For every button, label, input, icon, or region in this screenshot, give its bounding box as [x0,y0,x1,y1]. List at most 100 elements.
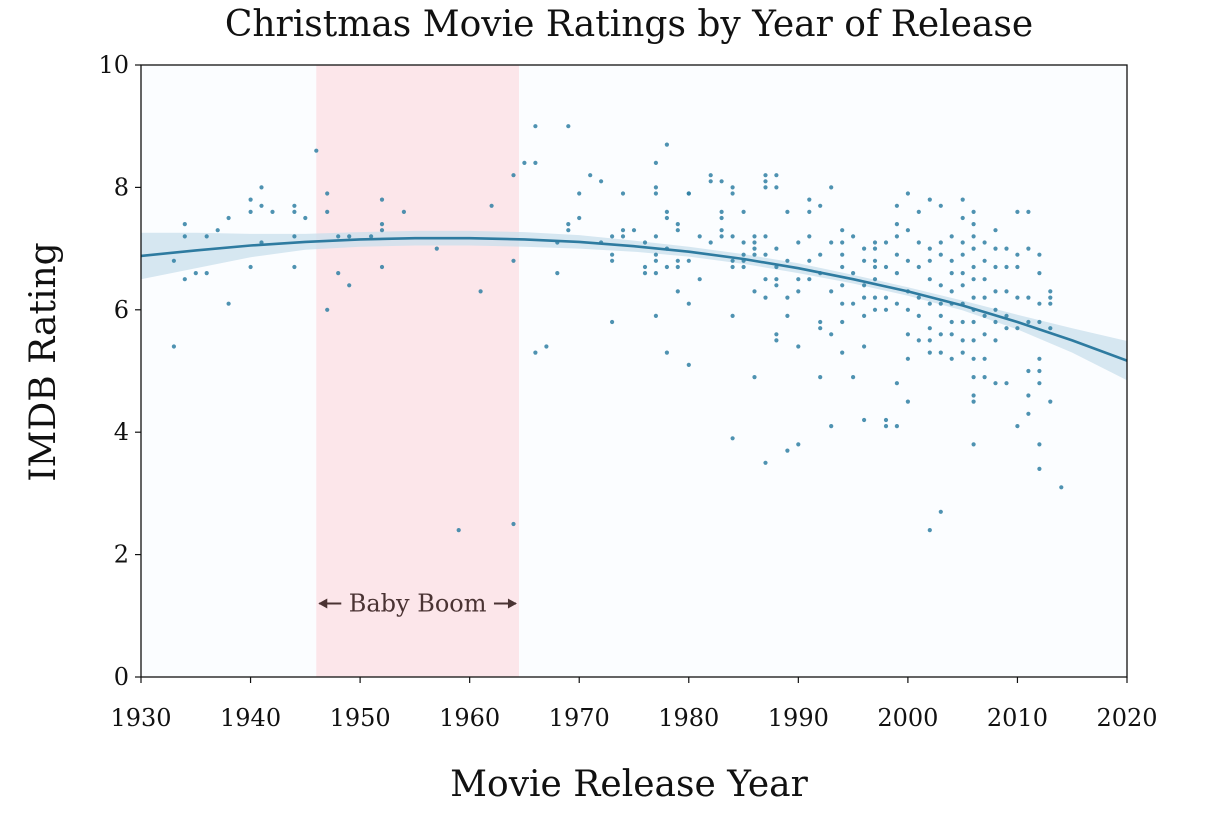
data-point [730,234,735,239]
data-point [675,258,680,263]
data-point [642,264,648,270]
data-point [960,252,965,257]
data-point [982,258,987,263]
data-point [971,442,976,447]
data-point [270,209,275,214]
baby-boom-label: Baby Boom [349,590,487,618]
data-point [686,362,691,367]
data-point [1004,264,1009,270]
data-point [993,319,998,325]
data-point [566,228,571,233]
data-point [894,203,900,208]
data-point [1059,485,1064,490]
data-point [938,350,943,355]
data-point [785,313,790,318]
data-point [796,240,801,245]
trend-line-layer [141,236,1127,362]
x-tick-label: 2010 [987,704,1048,732]
data-point [686,191,691,196]
data-point [818,203,823,208]
data-point [653,313,659,318]
data-point [610,319,615,325]
data-point [905,399,911,404]
data-point [949,289,954,294]
data-point [982,277,987,282]
data-point [1015,209,1020,214]
plot-frame [140,64,1128,678]
data-point [1037,356,1042,361]
data-point [938,240,943,245]
x-tick-label: 1980 [658,704,719,732]
data-point [226,301,231,306]
data-point [883,307,889,312]
data-point [894,234,900,239]
data-point [1015,424,1020,429]
data-point [653,258,659,263]
data-point [1037,368,1042,374]
data-point [807,234,812,239]
data-point [544,344,549,349]
x-axis-label: Movie Release Year [450,764,808,805]
data-point [774,185,779,190]
baby-boom-annotation: Baby Boom [318,590,517,618]
data-point [851,301,856,306]
data-point [248,264,253,270]
y-tick-label: 2 [114,541,129,569]
data-point [774,283,779,288]
data-point [872,240,878,245]
data-point [971,356,976,361]
data-point [993,289,998,294]
data-point [730,436,735,441]
data-point [730,191,735,196]
data-point [840,252,845,257]
data-point [862,344,867,349]
data-point [938,252,943,257]
data-point [653,191,659,196]
x-tick-label: 1960 [439,704,500,732]
data-point [971,246,976,251]
data-point [862,258,867,263]
data-point [807,197,812,202]
data-point [763,185,768,190]
data-point [894,222,900,227]
data-point [829,424,834,429]
data-point [927,528,932,533]
data-point [741,209,746,214]
data-point [719,228,724,233]
data-point [719,234,724,239]
data-point [653,271,659,276]
data-point [971,222,976,227]
data-point [1004,313,1009,318]
data-point [1004,289,1009,294]
data-point [292,203,297,208]
data-point [883,264,889,270]
data-point [971,319,976,325]
data-point [894,381,900,386]
data-point [905,191,911,196]
data-point [872,295,878,300]
data-point [193,271,198,276]
data-point [807,209,812,214]
data-point [840,240,845,245]
data-point [960,350,965,355]
data-point [982,356,987,361]
data-point [1026,246,1031,251]
data-point [1026,209,1031,214]
data-point [840,283,845,288]
data-point [927,246,932,251]
data-point [949,271,954,276]
data-point [292,264,297,270]
data-point [993,307,998,312]
x-axis-ticks: 1930 1940 1950 1960 1970 1980 1990 2000 2010 2020 [110,677,1158,732]
data-point [1015,295,1020,300]
data-point [938,313,943,318]
arrow-left-icon [318,598,328,609]
data-point [610,252,615,257]
data-point [982,332,987,337]
data-point [379,197,385,202]
data-point [927,258,932,263]
data-point [325,307,330,312]
data-point [927,197,932,202]
data-point [642,240,648,245]
